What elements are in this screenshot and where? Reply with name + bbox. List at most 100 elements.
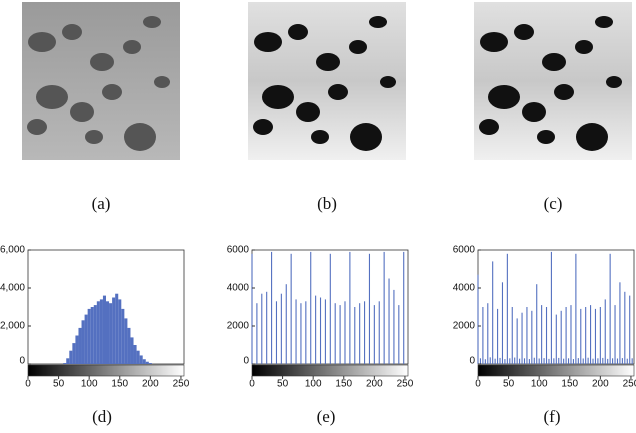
- bar: [319, 297, 322, 364]
- bar: [271, 251, 273, 364]
- bar: [112, 297, 116, 364]
- bar: [136, 350, 140, 364]
- y-tick-label: 2000: [453, 321, 476, 332]
- bar: [509, 358, 511, 364]
- bar: [560, 310, 562, 364]
- bar: [587, 357, 589, 364]
- bar: [563, 358, 565, 364]
- bar: [84, 314, 88, 364]
- bar: [115, 293, 119, 364]
- x-tick-label: 200: [366, 379, 383, 390]
- bar: [393, 289, 395, 364]
- bar: [256, 303, 258, 364]
- bar: [359, 303, 361, 364]
- bar: [69, 350, 73, 364]
- bar: [310, 251, 312, 364]
- caption: (a): [92, 194, 111, 213]
- bar: [599, 307, 601, 364]
- bar: [275, 301, 278, 364]
- x-tick-label: 100: [81, 379, 98, 390]
- bar: [261, 293, 263, 364]
- bar: [526, 307, 528, 364]
- bar: [497, 308, 499, 364]
- caption: (e): [317, 407, 336, 426]
- bar: [66, 358, 70, 364]
- y-tick-label: 0: [19, 356, 25, 367]
- bar: [604, 299, 606, 364]
- bar: [545, 307, 548, 364]
- bar: [543, 358, 545, 364]
- caption: (c): [544, 194, 563, 213]
- bar: [96, 301, 100, 364]
- y-tick-label: 2,000: [0, 321, 25, 332]
- bar: [118, 299, 122, 364]
- bar: [523, 358, 526, 364]
- bar: [531, 310, 533, 364]
- bar: [139, 355, 143, 364]
- bar: [592, 358, 594, 364]
- bar: [487, 303, 489, 364]
- bar: [364, 301, 366, 364]
- caption: (d): [92, 407, 112, 426]
- bar: [594, 308, 597, 364]
- bar: [148, 363, 152, 364]
- bar: [403, 251, 405, 364]
- x-tick-label: 50: [277, 379, 289, 390]
- bar: [383, 251, 385, 364]
- bar: [251, 253, 253, 364]
- y-tick-label: 0: [469, 356, 475, 367]
- y-tick-label: 4000: [227, 283, 250, 294]
- image-c: [474, 2, 632, 160]
- x-tick-label: 150: [561, 379, 578, 390]
- caption: (f): [544, 407, 561, 426]
- x-tick-label: 100: [305, 379, 322, 390]
- bar: [121, 308, 125, 364]
- bar: [631, 358, 633, 364]
- bar: [285, 284, 287, 364]
- bar: [81, 320, 85, 364]
- image-a: [22, 2, 180, 160]
- bar: [78, 327, 82, 364]
- bar: [130, 337, 134, 364]
- bar: [300, 303, 302, 364]
- bar: [504, 359, 506, 364]
- histogram: 0 2000 4000 6000 0 50 100 150 200 250 (e): [227, 245, 414, 426]
- x-tick-label: 250: [623, 379, 636, 390]
- bar: [315, 295, 317, 364]
- bar: [519, 358, 521, 364]
- bar: [398, 305, 400, 364]
- bar: [511, 307, 513, 364]
- bar: [499, 357, 501, 364]
- bar: [577, 358, 579, 364]
- bar: [614, 305, 616, 364]
- bar: [501, 282, 504, 364]
- histogram: 0 2,000 4,000 6,000 0 50 100 150 200 250 (d): [0, 245, 190, 426]
- bar: [329, 253, 331, 364]
- bar: [621, 358, 623, 364]
- bar: [629, 295, 631, 364]
- bar: [339, 305, 341, 364]
- bar: [72, 343, 76, 364]
- y-tick-label: 4,000: [0, 283, 25, 294]
- bar: [516, 318, 518, 364]
- bar: [93, 305, 97, 364]
- x-tick-label: 200: [142, 379, 159, 390]
- bar: [334, 303, 336, 364]
- bar: [378, 301, 380, 364]
- x-tick-label: 100: [531, 379, 548, 390]
- bar: [570, 305, 572, 364]
- bar: [344, 301, 346, 364]
- bar: [616, 358, 619, 364]
- bar: [626, 358, 628, 364]
- bar: [368, 253, 371, 364]
- bar: [575, 253, 577, 364]
- bar: [612, 358, 614, 364]
- x-tick-label: 0: [475, 379, 481, 390]
- x-tick-label: 0: [25, 379, 31, 390]
- x-tick-label: 150: [111, 379, 128, 390]
- bar: [295, 299, 297, 364]
- bar: [290, 253, 292, 364]
- bar: [133, 345, 137, 364]
- bar: [567, 358, 570, 364]
